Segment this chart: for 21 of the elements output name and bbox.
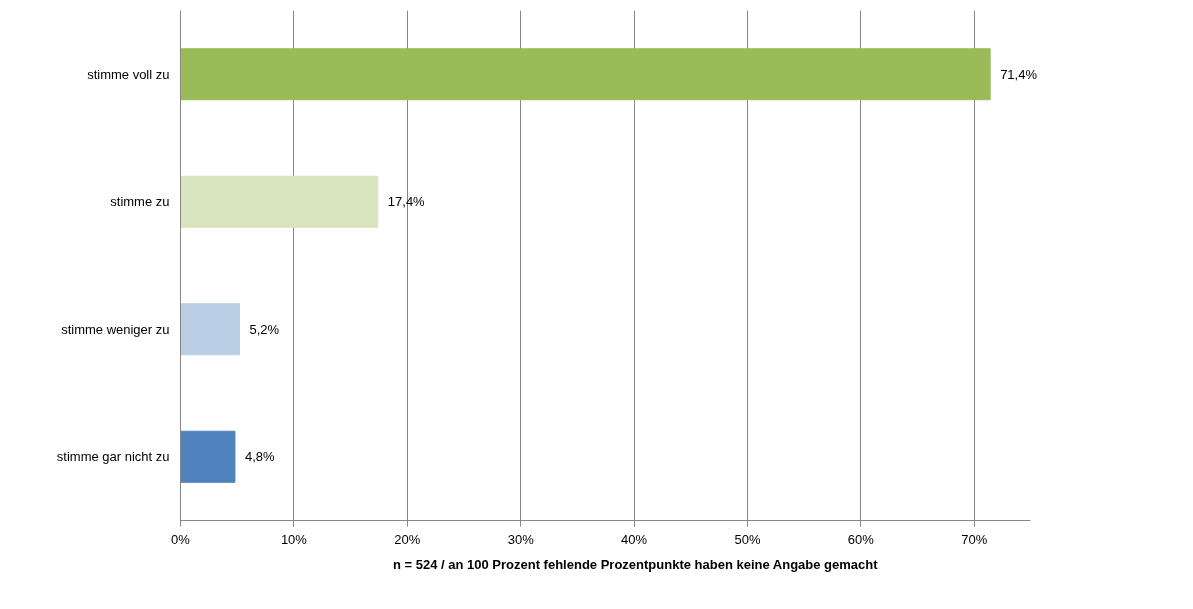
x-tick-label: 60% xyxy=(847,531,875,547)
y-tick-label: stimme zu xyxy=(110,194,170,210)
y-tick-label: stimme weniger zu xyxy=(61,321,170,337)
bar xyxy=(180,48,991,101)
y-tick-label: stimme voll zu xyxy=(87,66,170,82)
text: n = 524 / an 100 Prozent fehlende Prozentpunkte haben keine Angabe gemacht xyxy=(392,556,879,572)
x-tick-label: 0% xyxy=(171,531,191,547)
bar xyxy=(180,175,379,228)
data-label: 5,2% xyxy=(249,321,280,337)
data-label: 4,8% xyxy=(244,449,275,465)
x-tick-label: 40% xyxy=(621,531,648,547)
data-label: 17,4% xyxy=(387,194,426,210)
x-tick-label: 30% xyxy=(507,531,535,547)
data-label: 71,4% xyxy=(1000,66,1038,82)
bar xyxy=(180,303,240,356)
bar xyxy=(180,430,236,483)
y-tick-label: stimme gar nicht zu xyxy=(56,449,170,465)
x-tick-label: 10% xyxy=(280,531,308,547)
x-tick-label: 70% xyxy=(961,531,988,547)
x-tick-label: 20% xyxy=(394,531,421,547)
x-tick-label: 50% xyxy=(734,531,761,547)
